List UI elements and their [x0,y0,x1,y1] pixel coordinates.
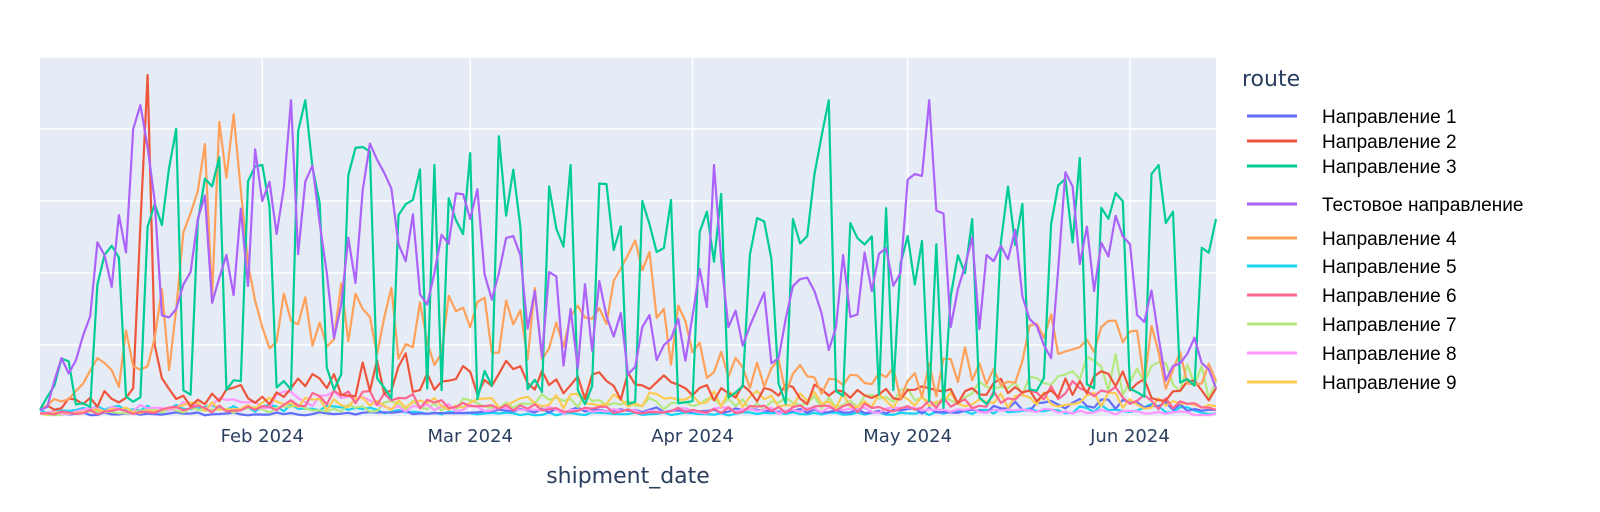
x-tick-label: Jun 2024 [1089,426,1170,447]
legend-item[interactable]: Направление 5 [1247,257,1457,278]
x-axis-title: shipment_date [546,464,710,489]
legend-item[interactable]: Тестовое направление [1247,195,1523,216]
x-tick-label: Feb 2024 [221,426,304,447]
x-axis-ticks: Feb 2024 Mar 2024 Apr 2024 May 2024 Jun 2024 [221,426,1170,447]
legend-item[interactable]: Направление 3 [1247,157,1457,178]
series-line [39,113,1218,411]
legend-label: Направление 4 [1322,229,1457,250]
series-line [39,99,1218,411]
series-lines [39,73,1218,417]
x-tick-label: May 2024 [863,426,952,447]
legend-label: Направление 8 [1322,344,1457,365]
series-line [39,402,1217,417]
series-line [39,380,1217,416]
legend-label: Направление 2 [1322,132,1457,153]
x-tick-label: Apr 2024 [651,426,734,447]
legend-title: route [1242,67,1300,92]
legend-label: Направление 9 [1322,373,1457,394]
legend[interactable]: Направление 1 Направление 2 Направление 3 Т… [1247,107,1523,394]
series-line [39,99,1218,411]
legend-label: Направление 5 [1322,257,1457,278]
legend-item[interactable]: Направление 8 [1247,344,1457,365]
legend-label: Направление 7 [1322,315,1457,336]
legend-label: Тестовое направление [1322,195,1523,216]
legend-item[interactable]: Направление 9 [1247,373,1457,394]
x-tick-label: Mar 2024 [427,426,513,447]
plot-area [40,57,1216,417]
legend-label: Направление 6 [1322,286,1457,307]
legend-item[interactable]: Направление 1 [1247,107,1457,128]
legend-label: Направление 1 [1322,107,1457,128]
legend-item[interactable]: Направление 2 [1247,132,1457,153]
legend-item[interactable]: Направление 6 [1247,286,1457,307]
legend-label: Направление 3 [1322,157,1457,178]
legend-item[interactable]: Направление 7 [1247,315,1457,336]
legend-item[interactable]: Направление 4 [1247,229,1457,250]
